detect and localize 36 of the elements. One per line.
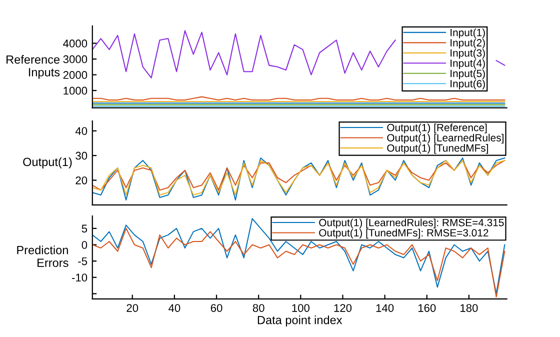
y-tick-label: 4000 (63, 40, 88, 48)
y-axis-title: Prediction Errors (17, 246, 68, 267)
y-tick-label: 30 (76, 152, 88, 160)
legend-label: Input(6) (450, 80, 485, 90)
x-tick-label: 100 (292, 304, 310, 312)
y-tick-label: 2000 (63, 71, 88, 79)
y-tick-label: 40 (75, 127, 88, 135)
x-tick-label: 120 (334, 304, 352, 312)
x-tick-label: 40 (168, 304, 180, 312)
legend-label: Output(1) [LearnedRules] (387, 134, 504, 144)
y-tick-label: 1000 (64, 86, 88, 95)
y-tick-label: 0 (82, 241, 88, 249)
y-tick-label: -10 (72, 274, 88, 282)
y-tick-label: 3000 (63, 55, 88, 64)
y-tick-label: 5 (82, 224, 88, 233)
y-tick-label: 20 (76, 176, 88, 184)
y-tick-label: -5 (78, 257, 88, 266)
legend-label: Output(1) [LearnedRules]: RMSE=4.315 (319, 218, 504, 228)
y-axis-title: Output(1) (23, 157, 72, 168)
legend-label: Input(5) (450, 69, 485, 80)
x-tick-label: 160 (418, 304, 436, 312)
legend-label: Output(1) [Reference] (387, 124, 487, 134)
x-tick-label: 60 (210, 304, 222, 312)
x-tick-label: 20 (126, 304, 138, 312)
legend-label: Input(1) (450, 28, 485, 38)
legend-label: Input(4) (450, 59, 485, 69)
legend-label: Input(2) (450, 38, 485, 48)
legend-label: Output(1) [TunedMFs]: RMSE=3.012 (319, 228, 488, 239)
legend-label: Output(1) [TunedMFs] (387, 144, 488, 154)
x-tick-label: 80 (252, 304, 264, 312)
y-axis-title: Reference Inputs (6, 55, 60, 79)
x-axis-title: Data point index (258, 316, 342, 327)
x-tick-label: 140 (376, 304, 394, 312)
legend-label: Input(3) (450, 49, 485, 59)
x-tick-label: 180 (460, 304, 478, 312)
line-series (92, 218, 506, 294)
